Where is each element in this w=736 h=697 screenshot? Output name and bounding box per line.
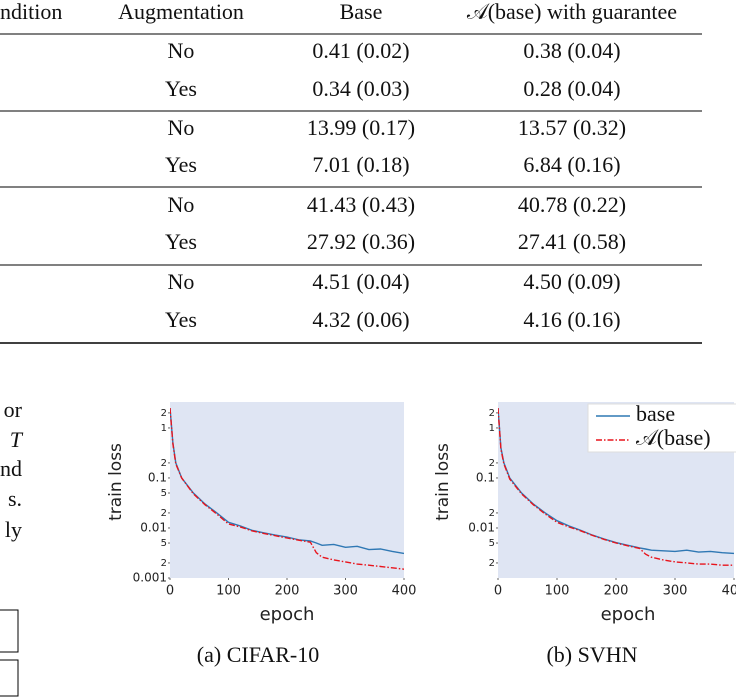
x-tick-label: 400 bbox=[722, 584, 736, 599]
table-cell: No bbox=[168, 192, 195, 217]
x-tick-label: 300 bbox=[333, 584, 358, 599]
table-cell: 0.38 (0.04) bbox=[523, 38, 620, 63]
caption: (b) SVHN bbox=[546, 642, 637, 667]
legend-box bbox=[587, 403, 736, 453]
body-text: ly bbox=[5, 517, 22, 542]
x-tick-label: 0 bbox=[494, 584, 502, 599]
table-cell: 27.92 (0.36) bbox=[307, 229, 415, 254]
table-cell: 6.84 (0.16) bbox=[523, 152, 620, 177]
table-cell: 13.57 (0.32) bbox=[518, 115, 626, 140]
table-cell: Yes bbox=[165, 76, 197, 101]
body-text: or bbox=[4, 397, 23, 422]
table-cell: Yes bbox=[165, 229, 197, 254]
header-cell: Augmentation bbox=[118, 0, 244, 24]
series-line bbox=[170, 407, 404, 555]
table-cell: 0.34 (0.03) bbox=[312, 76, 409, 101]
caption: (a) CIFAR-10 bbox=[197, 642, 319, 667]
table-cell: 0.41 (0.02) bbox=[312, 38, 409, 63]
x-tick-label: 0 bbox=[166, 584, 174, 599]
y-tick-label: 5 bbox=[489, 538, 495, 549]
x-tick-label: 200 bbox=[604, 584, 629, 599]
y-tick-label: 2 bbox=[161, 558, 167, 569]
y-tick-label: 2 bbox=[489, 408, 495, 419]
header-cell: Base bbox=[340, 0, 383, 24]
table-cell: 4.16 (0.16) bbox=[523, 307, 620, 332]
y-tick-label: 1 bbox=[161, 423, 167, 434]
x-tick-label: 300 bbox=[663, 584, 688, 599]
x-tick-label: 100 bbox=[216, 584, 241, 599]
cut-box bbox=[0, 609, 19, 653]
table-cell: 7.01 (0.18) bbox=[312, 152, 409, 177]
y-axis-label: train loss bbox=[106, 443, 126, 521]
y-tick-label: 2 bbox=[489, 458, 495, 469]
y-tick-label: 0.001 bbox=[133, 571, 167, 585]
table-cell: 27.41 (0.58) bbox=[518, 229, 626, 254]
x-tick-label: 100 bbox=[545, 584, 570, 599]
body-text: T bbox=[10, 427, 24, 452]
table-cell: No bbox=[168, 38, 195, 63]
series-line bbox=[498, 407, 734, 566]
table-cell: 41.43 (0.43) bbox=[307, 192, 415, 217]
x-axis-label: epoch bbox=[260, 604, 315, 625]
series-line bbox=[170, 407, 404, 570]
y-tick-label: 0.01 bbox=[140, 520, 167, 534]
y-tick-label: 5 bbox=[161, 488, 167, 499]
table-cell: No bbox=[168, 115, 195, 140]
table-cell: 4.32 (0.06) bbox=[312, 307, 409, 332]
y-tick-label: 0.1 bbox=[148, 470, 167, 484]
plot-background bbox=[170, 402, 404, 578]
y-tick-label: 5 bbox=[161, 538, 167, 549]
table-cell: 0.28 (0.04) bbox=[523, 76, 620, 101]
x-axis-label: epoch bbox=[601, 604, 656, 625]
body-text: s. bbox=[8, 486, 22, 511]
y-tick-label: 0.01 bbox=[468, 520, 495, 534]
table-cell: Yes bbox=[165, 152, 197, 177]
y-axis-label: train loss bbox=[433, 443, 453, 521]
table-cell: 4.51 (0.04) bbox=[312, 269, 409, 294]
table-cell: No bbox=[168, 269, 195, 294]
y-tick-label: 0.1 bbox=[476, 470, 495, 484]
x-tick-label: 400 bbox=[392, 584, 417, 599]
header-cell: ndition bbox=[0, 0, 62, 24]
legend-label: 𝒜(base) bbox=[636, 425, 711, 450]
y-tick-label: 2 bbox=[161, 458, 167, 469]
y-tick-label: 2 bbox=[489, 508, 495, 519]
y-tick-label: 2 bbox=[161, 508, 167, 519]
table-cell: Yes bbox=[165, 307, 197, 332]
table-cell: 4.50 (0.09) bbox=[523, 269, 620, 294]
legend-label: base bbox=[636, 401, 675, 426]
y-tick-label: 2 bbox=[489, 558, 495, 569]
body-text: nd bbox=[0, 456, 22, 481]
y-tick-label: 2 bbox=[161, 408, 167, 419]
x-tick-label: 200 bbox=[275, 584, 300, 599]
table-cell: 13.99 (0.17) bbox=[307, 115, 415, 140]
table-cell: 40.78 (0.22) bbox=[518, 192, 626, 217]
header-cell: 𝒜(base) with guarantee bbox=[467, 0, 677, 24]
y-tick-label: 1 bbox=[489, 423, 495, 434]
cut-box bbox=[0, 659, 19, 697]
